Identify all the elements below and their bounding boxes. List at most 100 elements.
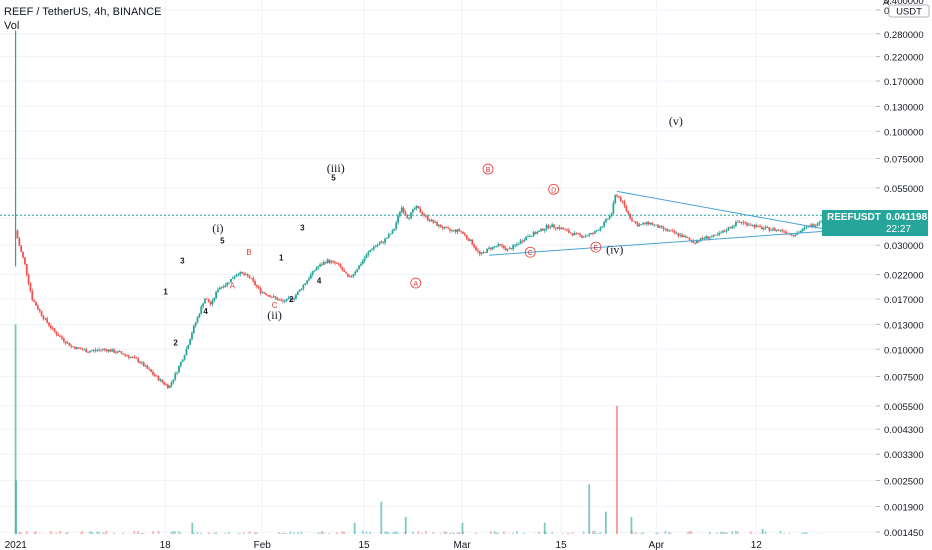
candle-body [191,333,193,340]
candle-body [519,240,522,244]
candle-body [293,298,295,300]
candle-body [649,223,652,225]
candle-body [287,298,290,299]
x-tick-label: Feb [254,540,272,550]
triangle-trendlines[interactable] [489,190,834,256]
volume-bar [343,532,345,534]
volume-bar [456,532,459,534]
candle-body [285,298,288,302]
volume-bar [81,531,84,534]
candle-body [239,271,242,275]
candle-body [775,229,778,231]
volume-bar [92,533,95,534]
candle-body [579,233,581,236]
candle-body [460,230,463,232]
candle-body [489,247,492,250]
candle-body [244,274,247,275]
volume-bar [664,530,667,534]
candle-body [716,234,719,236]
volume-bar [25,530,28,534]
candle-body [291,298,294,300]
volume-bar [66,532,69,534]
candle-body [549,227,552,228]
candle-body [681,234,683,238]
candle-body [345,271,347,274]
candle-body [592,233,594,234]
price-axis[interactable]: 0.3600000.2800000.2200000.1700000.130000… [876,0,932,550]
candle-body [556,227,559,229]
y-tick-label: 0.013000 [884,320,924,331]
volume-bar [690,531,693,534]
volume-bar [89,531,91,534]
candle-body [816,223,819,226]
candle-body [534,232,537,234]
candle-body [155,375,158,377]
volume-bar [439,533,442,534]
candle-body [274,296,277,298]
volume-bar [571,532,574,534]
circled-wave-marker [524,246,536,258]
candle-body [150,369,153,372]
candle-body [569,232,572,234]
candle-body [612,202,615,214]
candle-body [207,299,210,303]
candle-body [482,252,485,253]
volume-bar [59,530,61,534]
candle-body [666,228,669,231]
candle-body [272,296,275,298]
candle-body [803,227,806,229]
volume-bar [449,532,451,534]
grid [0,0,876,536]
candle-body [764,227,767,229]
candle-body [449,228,451,231]
volume-bar [731,531,734,534]
volume-spike [588,484,591,534]
candle-body [768,227,771,231]
candle-body [83,349,86,351]
volume-bar [283,533,286,534]
candle-body [44,318,47,320]
candle-body [471,239,474,245]
candle-body [404,212,407,215]
candle-body [77,347,80,349]
candle-body [363,258,366,261]
volume-bar [180,533,182,534]
candle-body [334,261,336,264]
candle-body [61,336,63,339]
candle-body [393,228,396,231]
candle-body [443,226,446,229]
volume-bar [386,531,388,534]
y-tick-label: 0.001450 [884,528,924,539]
candle-body [508,248,511,250]
volume-bar [493,531,496,534]
y-tick-label: 0.004300 [884,425,924,436]
wave-label: 5 [331,173,336,182]
time-axis[interactable]: 2021 18 Feb 15 Mar 15 Apr 12 [5,540,763,550]
candle-body [270,297,273,298]
candle-body [267,295,269,296]
volume-bar [545,533,548,534]
volume-bar [239,533,242,534]
candle-body [152,371,154,375]
volume-bar [490,531,492,534]
candle-body [146,365,149,369]
candle-body [783,231,786,233]
candle-body [670,230,672,232]
volume-bar [709,531,711,534]
candle-body [348,276,351,278]
candle-body [20,245,23,252]
x-tick-label: Mar [453,540,471,550]
volume-bar [779,530,782,534]
volume-bar [594,530,596,534]
y-tick-label: 0.100000 [884,127,924,138]
candle-body [378,243,381,245]
candle-body [484,252,487,253]
candle-body [658,226,661,228]
x-tick-label: 15 [358,540,370,550]
candle-body [311,271,314,275]
candle-body [644,223,646,225]
candle-body [551,224,554,228]
candle-body [371,248,373,250]
